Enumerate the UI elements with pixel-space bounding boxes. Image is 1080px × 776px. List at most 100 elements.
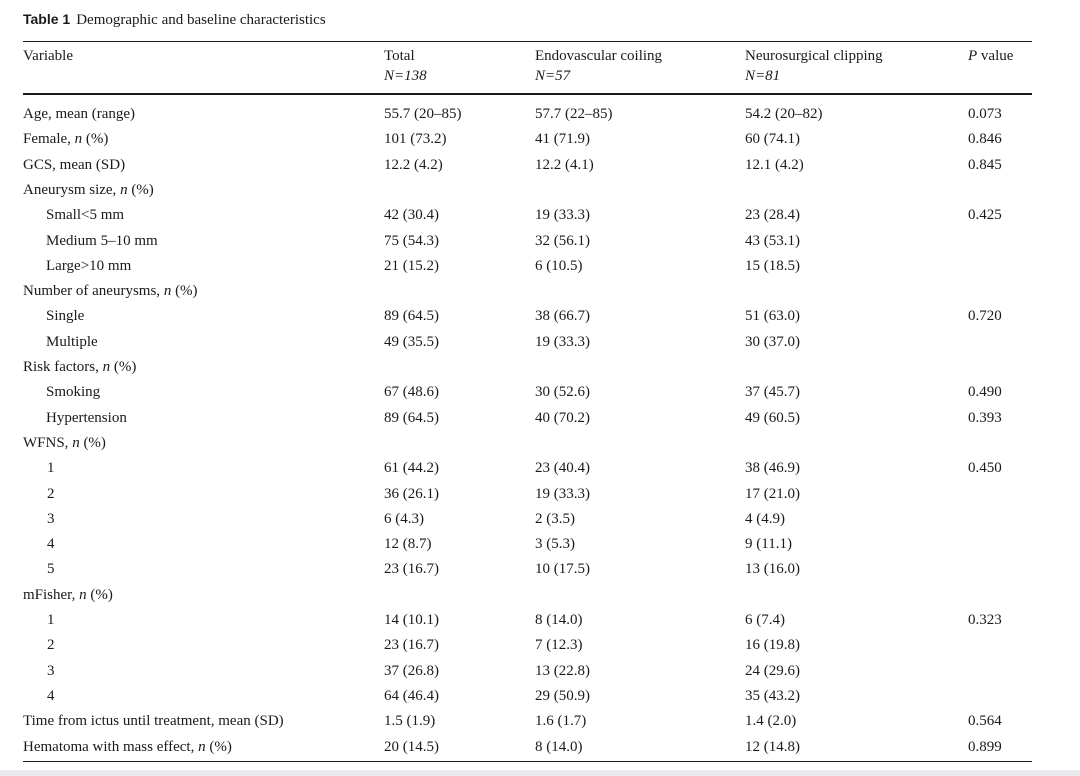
cell-p-value: 0.450	[968, 460, 1002, 476]
cell-total: 37 (26.8)	[384, 663, 439, 679]
cell-endovascular: 32 (56.1)	[535, 233, 590, 249]
header-total-n: N=138	[384, 68, 427, 84]
row-variable-suffix: (%)	[82, 131, 109, 147]
cell-endovascular: 2 (3.5)	[535, 511, 575, 527]
cell-endovascular: 19 (33.3)	[535, 334, 590, 350]
row-variable-suffix: (%)	[171, 283, 198, 299]
cell-neurosurgical: 38 (46.9)	[745, 460, 800, 476]
cell-neurosurgical: 15 (18.5)	[745, 258, 800, 274]
row-variable: Female, n (%)	[23, 127, 108, 152]
header-endovascular: Endovascular coiling N=57	[535, 46, 662, 86]
row-variable-text: Smoking	[46, 384, 101, 400]
row-variable-italic: n	[198, 739, 206, 755]
cell-total: 67 (48.6)	[384, 384, 439, 400]
cell-total: 21 (15.2)	[384, 258, 439, 274]
row-variable: WFNS, n (%)	[23, 431, 106, 456]
row-variable: Aneurysm size, n (%)	[23, 178, 154, 203]
row-variable-suffix: (%)	[110, 359, 137, 375]
table-caption: Table 1 Demographic and baseline characte…	[23, 11, 326, 29]
row-variable-text: Multiple	[46, 334, 98, 350]
row-variable: Hematoma with mass effect, n (%)	[23, 735, 232, 760]
table-label: Table 1	[23, 11, 71, 27]
cell-total: 89 (64.5)	[384, 308, 439, 324]
table-row: Time from ictus until treatment, mean (S…	[0, 709, 1080, 734]
cell-total: 55.7 (20–85)	[384, 106, 462, 122]
table-row: 3 6 (4.3) 2 (3.5) 4 (4.9)	[0, 507, 1080, 532]
table-row: 1 14 (10.1) 8 (14.0) 6 (7.4) 0.323	[0, 608, 1080, 633]
row-variable: 3	[47, 659, 55, 684]
row-variable-text: 2	[47, 486, 55, 502]
header-neurosurgical: Neurosurgical clipping N=81	[745, 46, 883, 86]
table-row: GCS, mean (SD) 12.2 (4.2) 12.2 (4.1) 12.1 (…	[0, 153, 1080, 178]
row-variable: Risk factors, n (%)	[23, 355, 136, 380]
cell-total: 64 (46.4)	[384, 688, 439, 704]
cell-neurosurgical: 30 (37.0)	[745, 334, 800, 350]
row-variable-text: Hypertension	[46, 410, 127, 426]
row-variable: Small<5 mm	[46, 203, 124, 228]
row-variable: 4	[47, 684, 55, 709]
cell-p-value: 0.393	[968, 410, 1002, 426]
row-variable: GCS, mean (SD)	[23, 153, 125, 178]
cell-p-value: 0.564	[968, 713, 1002, 729]
row-variable: Hypertension	[46, 406, 127, 431]
row-variable: Medium 5–10 mm	[46, 229, 158, 254]
cell-total: 6 (4.3)	[384, 511, 424, 527]
cell-neurosurgical: 54.2 (20–82)	[745, 106, 823, 122]
cell-total: 61 (44.2)	[384, 460, 439, 476]
row-variable-italic: n	[120, 182, 128, 198]
cell-neurosurgical: 12 (14.8)	[745, 739, 800, 755]
cell-p-value: 0.899	[968, 739, 1002, 755]
row-variable-text: Age, mean (range)	[23, 106, 136, 122]
row-variable-text: 3	[47, 663, 55, 679]
header-endovascular-n: N=57	[535, 68, 571, 84]
cell-neurosurgical: 17 (21.0)	[745, 486, 800, 502]
cell-neurosurgical: 9 (11.1)	[745, 536, 792, 552]
row-variable-text: 5	[47, 561, 55, 577]
cell-endovascular: 10 (17.5)	[535, 561, 590, 577]
table-row: Large>10 mm 21 (15.2) 6 (10.5) 15 (18.5)	[0, 254, 1080, 279]
table-row: mFisher, n (%)	[0, 583, 1080, 608]
page-footer-band	[0, 770, 1080, 776]
row-variable-suffix: (%)	[79, 435, 106, 451]
table-row: Small<5 mm 42 (30.4) 19 (33.3) 23 (28.4) 0.4…	[0, 203, 1080, 228]
row-variable-text: Small<5 mm	[46, 207, 125, 223]
cell-neurosurgical: 13 (16.0)	[745, 561, 800, 577]
header-p-value: P value	[968, 46, 1013, 66]
cell-endovascular: 8 (14.0)	[535, 739, 583, 755]
header-p-word: value	[977, 48, 1014, 64]
cell-total: 101 (73.2)	[384, 131, 447, 147]
table-header-rule	[23, 93, 1032, 95]
cell-endovascular: 23 (40.4)	[535, 460, 590, 476]
cell-total: 23 (16.7)	[384, 637, 439, 653]
row-variable-text: Risk factors,	[23, 359, 103, 375]
row-variable: Large>10 mm	[46, 254, 131, 279]
table-row: Aneurysm size, n (%)	[0, 178, 1080, 203]
cell-p-value: 0.425	[968, 207, 1002, 223]
table-row: Single 89 (64.5) 38 (66.7) 51 (63.0) 0.720	[0, 304, 1080, 329]
row-variable: 1	[47, 608, 55, 633]
cell-total: 20 (14.5)	[384, 739, 439, 755]
row-variable-text: Hematoma with mass effect,	[23, 739, 199, 755]
cell-endovascular: 12.2 (4.1)	[535, 157, 594, 173]
row-variable-suffix: (%)	[205, 739, 232, 755]
cell-neurosurgical: 24 (29.6)	[745, 663, 800, 679]
table-row: Female, n (%) 101 (73.2) 41 (71.9) 60 (74.1…	[0, 127, 1080, 152]
header-endovascular-label: Endovascular coiling	[535, 48, 663, 64]
cell-endovascular: 38 (66.7)	[535, 308, 590, 324]
row-variable-text: WFNS,	[23, 435, 73, 451]
table-row: Number of aneurysms, n (%)	[0, 279, 1080, 304]
table-row: Age, mean (range) 55.7 (20–85) 57.7 (22–85…	[0, 102, 1080, 127]
cell-total: 12.2 (4.2)	[384, 157, 443, 173]
table-row: 2 23 (16.7) 7 (12.3) 16 (19.8)	[0, 633, 1080, 658]
cell-endovascular: 30 (52.6)	[535, 384, 590, 400]
header-neurosurgical-n: N=81	[745, 68, 781, 84]
cell-endovascular: 13 (22.8)	[535, 663, 590, 679]
header-variable: Variable	[23, 48, 73, 64]
cell-neurosurgical: 4 (4.9)	[745, 511, 785, 527]
row-variable-italic: n	[72, 435, 80, 451]
cell-endovascular: 41 (71.9)	[535, 131, 590, 147]
table-row: 4 12 (8.7) 3 (5.3) 9 (11.1)	[0, 532, 1080, 557]
table-row: Hematoma with mass effect, n (%) 20 (14.5…	[0, 735, 1080, 760]
row-variable: Multiple	[46, 330, 98, 355]
table-row: 5 23 (16.7) 10 (17.5) 13 (16.0)	[0, 557, 1080, 582]
